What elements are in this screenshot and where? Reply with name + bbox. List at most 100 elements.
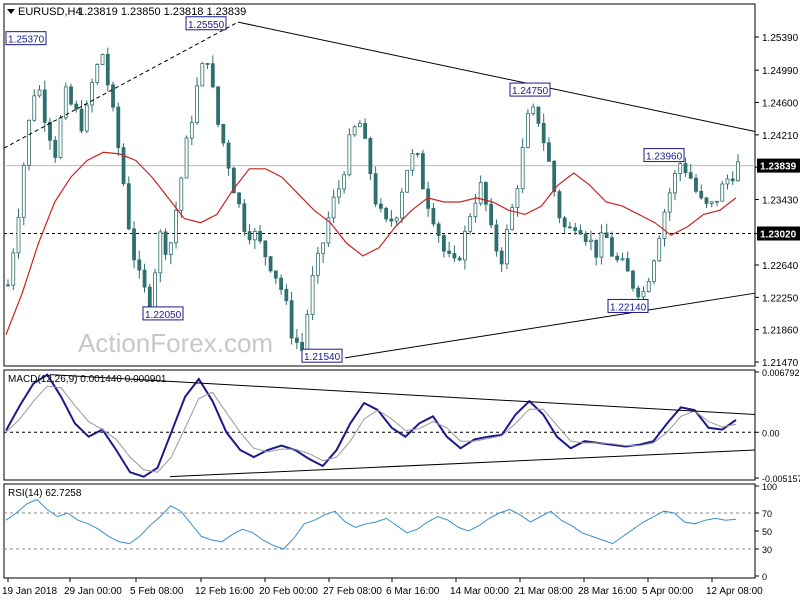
price-axis: 1.253901.249901.246001.242101.238201.234…	[755, 33, 800, 369]
candle-body	[620, 258, 625, 261]
candle-body	[384, 207, 389, 220]
candle-body	[357, 122, 362, 128]
candle-body	[200, 63, 205, 87]
candle-body	[515, 188, 520, 209]
candle-body	[27, 119, 31, 166]
candle-body	[373, 173, 378, 205]
candle-body	[394, 217, 399, 222]
macd-panel[interactable]	[3, 369, 756, 481]
candle-body	[473, 202, 478, 217]
candle-body	[168, 242, 173, 255]
swing-label: 1.23960	[646, 152, 683, 163]
candle-body	[368, 138, 373, 175]
swing-label: 1.25550	[188, 20, 225, 31]
macd-lower-trendline	[169, 449, 756, 478]
ohlc-label: 1.23819 1.23850 1.23818 1.23839	[78, 6, 246, 18]
price-tick-label: 1.23430	[762, 196, 799, 207]
candle-body	[90, 82, 94, 106]
candle-body	[363, 122, 368, 139]
rsi-tick-label: 0	[762, 572, 767, 582]
candle-body	[121, 147, 126, 185]
candle-body	[610, 237, 614, 257]
candle-body	[331, 196, 336, 219]
swing-label-box	[643, 148, 685, 163]
candle-body	[342, 174, 347, 190]
dropdown-triangle-icon[interactable]	[7, 9, 15, 14]
time-tick-label: 19 Jan 2018	[2, 586, 57, 597]
time-tick-label: 12 Apr 08:00	[706, 586, 763, 597]
candle-body	[137, 259, 142, 271]
candle-body	[58, 117, 63, 158]
swing-label-box	[5, 31, 47, 46]
descending-resistance-line	[237, 21, 756, 133]
candle-body	[142, 269, 147, 288]
signal-line	[5, 385, 737, 473]
candle-body	[321, 242, 326, 254]
swing-label-box	[142, 306, 184, 321]
candle-body	[431, 207, 436, 225]
candle-body	[352, 126, 357, 136]
candle-body	[499, 250, 504, 265]
candle-body	[242, 203, 247, 233]
time-tick-label: 29 Jan 00:00	[64, 586, 122, 597]
candle-body	[489, 203, 494, 226]
candle-body	[557, 191, 562, 219]
candle-body	[289, 300, 294, 339]
swing-label: 1.24750	[512, 86, 549, 97]
candle-body	[646, 280, 651, 293]
time-tick-label: 6 Mar 16:00	[386, 586, 440, 597]
candle-body	[552, 160, 557, 193]
candle-body	[273, 270, 278, 279]
candle-body	[252, 230, 257, 241]
candle-body	[294, 337, 299, 343]
time-tick-label: 21 Mar 08:00	[514, 586, 573, 597]
candle-body	[74, 103, 79, 110]
candle-body	[116, 106, 121, 149]
candle-body	[147, 286, 152, 310]
candle-body	[205, 63, 210, 65]
swing-label-box	[185, 16, 227, 31]
candle-body	[583, 233, 588, 242]
candle-body	[378, 203, 383, 209]
price-panel[interactable]	[3, 3, 756, 367]
candle-body	[32, 95, 37, 121]
macd-upper-trendline	[49, 374, 756, 416]
candle-body	[174, 209, 178, 244]
rsi-indicator: 100 70 50 30 0	[4, 482, 777, 582]
candle-body	[158, 231, 163, 274]
time-tick-label: 5 Feb 08:00	[130, 586, 184, 597]
candle-body	[505, 229, 509, 265]
candle-body	[699, 190, 704, 199]
time-tick-label: 28 Mar 16:00	[578, 586, 637, 597]
swing-label: 1.22050	[145, 310, 182, 321]
candle-body	[604, 232, 609, 239]
candle-body	[310, 274, 315, 315]
candle-body	[284, 289, 289, 302]
candles	[6, 47, 740, 360]
support-level-label: 1.23020	[760, 229, 797, 240]
swing-label: 1.25370	[8, 35, 45, 46]
rsi-tick-label: 50	[762, 527, 772, 537]
candle-body	[210, 63, 215, 88]
candle-body	[526, 112, 530, 148]
candle-body	[452, 253, 457, 259]
candle-body	[662, 211, 667, 239]
rsi-tick-label: 30	[762, 545, 772, 555]
rsi-tick-label: 70	[762, 509, 772, 519]
watermark: ActionForex.com	[78, 328, 273, 358]
candle-body	[436, 223, 441, 236]
candle-body	[694, 177, 698, 192]
candle-body	[389, 218, 394, 222]
macd-indicator: 0.006792 0.00 -0.005157	[4, 368, 800, 484]
candle-body	[415, 153, 420, 155]
candle-body	[42, 89, 47, 123]
candle-body	[578, 230, 583, 235]
macd-title: MACD(12,26,9) 0.001440 0.000901	[8, 374, 167, 385]
candle-body	[226, 142, 231, 169]
candle-body	[305, 314, 310, 351]
candle-body	[189, 122, 194, 139]
price-tick-label: 1.21860	[762, 326, 799, 337]
candle-body	[237, 192, 241, 205]
price-tick-label: 1.25390	[762, 33, 799, 44]
